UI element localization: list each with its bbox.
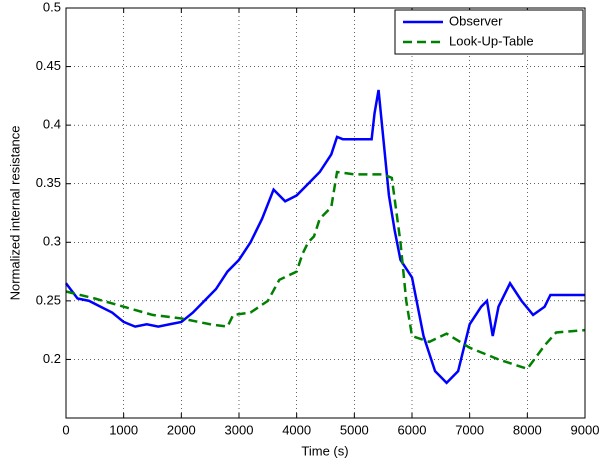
x-tick-label: 9000 bbox=[571, 422, 600, 437]
x-tick-label: 3000 bbox=[225, 422, 254, 437]
x-tick-label: 2000 bbox=[167, 422, 196, 437]
y-axis-label: Normalized internal resistance bbox=[7, 126, 22, 301]
y-tick-label: 0.5 bbox=[43, 0, 61, 14]
y-tick-label: 0.35 bbox=[36, 175, 61, 190]
y-tick-label: 0.2 bbox=[43, 351, 61, 366]
line bbox=[65, 89, 585, 385]
y-tick-label: 0.4 bbox=[43, 117, 61, 132]
legend-label: Look-Up-Table bbox=[449, 33, 534, 48]
x-tick-label: 5000 bbox=[340, 422, 369, 437]
x-tick-label: 0 bbox=[62, 422, 69, 437]
line bbox=[65, 170, 586, 371]
y-tick-label: 0.3 bbox=[43, 234, 61, 249]
x-tick-label: 6000 bbox=[398, 422, 427, 437]
x-tick-label: 8000 bbox=[513, 422, 542, 437]
legend-box bbox=[394, 9, 584, 55]
legend-label: Observer bbox=[449, 13, 503, 28]
x-axis-label: Time (s) bbox=[301, 443, 348, 458]
y-tick-label: 0.45 bbox=[36, 58, 61, 73]
x-tick-label: 7000 bbox=[455, 422, 484, 437]
y-tick-label: 0.25 bbox=[36, 292, 61, 307]
x-tick-label: 1000 bbox=[109, 422, 138, 437]
x-tick-label: 4000 bbox=[282, 422, 311, 437]
plot-frame bbox=[65, 7, 586, 419]
